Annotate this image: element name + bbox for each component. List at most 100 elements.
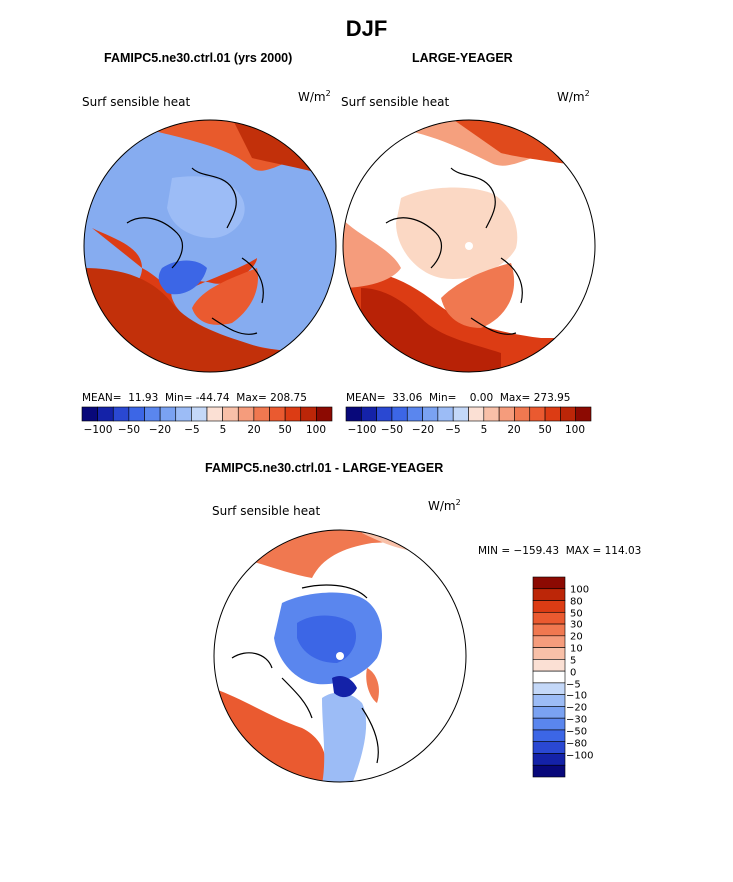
panel2-tick: 20 [507, 424, 521, 436]
colorbar-swatch [532, 717, 566, 731]
panel3-tick: −30 [566, 714, 588, 726]
panel3-tick: −100 [566, 750, 594, 762]
colorbar-swatch [544, 406, 561, 422]
panel3-tick: −5 [566, 679, 581, 691]
colorbar-swatch [269, 406, 286, 422]
panel3-polar-map [213, 529, 467, 783]
panel1-tick: 100 [305, 424, 327, 436]
colorbar-swatch [237, 406, 255, 422]
colorbar-swatch [361, 406, 377, 422]
colorbar-swatch [191, 406, 208, 422]
panel1-coastlines [126, 167, 264, 335]
colorbar-swatch [532, 611, 566, 625]
panel2-tick: −100 [347, 424, 377, 436]
panel2-stats: MEAN= 33.06 Min= 0.00 Max= 273.95 [346, 392, 571, 404]
panel3-coastlines [231, 584, 379, 764]
panel2-variable-label: Surf sensible heat [341, 95, 450, 109]
panel3-tick: 100 [570, 584, 590, 596]
panel3-stats: MIN = −159.43 MAX = 114.03 [478, 545, 642, 557]
panel2-colorbar [345, 406, 592, 422]
panel3-tick: 10 [570, 643, 583, 655]
colorbar-swatch [514, 406, 531, 422]
colorbar-swatch [159, 406, 177, 422]
colorbar-swatch [532, 647, 566, 660]
colorbar-swatch [406, 406, 423, 422]
colorbar-swatch [532, 729, 566, 743]
panel3-tick: 50 [570, 608, 583, 620]
panel3-deep-cool-spot [332, 676, 357, 698]
panel1-tick: −50 [117, 424, 141, 436]
colorbar-swatch [437, 406, 454, 422]
panel1-tick: −100 [83, 424, 113, 436]
panel3-colorbar [532, 576, 566, 778]
colorbar-swatch [532, 659, 566, 672]
panel1-tick: 20 [247, 424, 261, 436]
colorbar-swatch [422, 406, 439, 422]
colorbar-swatch [560, 406, 576, 422]
panel2-units-label: W/m2 [557, 89, 590, 104]
colorbar-swatch [144, 406, 161, 422]
panel2-warm-labrador [343, 218, 401, 288]
panel2-tick: 5 [480, 424, 488, 436]
panel1-polar-map [83, 119, 337, 373]
panel3-tick: 0 [570, 667, 577, 679]
colorbar-swatch [452, 406, 469, 422]
colorbar-swatch [206, 406, 223, 422]
colorbar-swatch [391, 406, 408, 422]
colorbar-swatch [253, 406, 270, 422]
panel2-tick: −50 [380, 424, 404, 436]
panel3-tick: −10 [566, 690, 588, 702]
colorbar-swatch [532, 741, 566, 754]
colorbar-swatch [575, 406, 592, 422]
colorbar-swatch [532, 753, 566, 766]
panel3-tick: −80 [566, 738, 588, 750]
panel3-cool-arctic-deep [297, 615, 357, 663]
colorbar-swatch [468, 406, 485, 422]
panel1-cool-greenland [158, 260, 207, 295]
colorbar-swatch [222, 406, 239, 422]
panel3-units-label: W/m2 [428, 498, 461, 513]
panel1-title: FAMIPC5.ne30.ctrl.01 (yrs 2000) [104, 51, 293, 65]
panel1-colorbar [81, 406, 333, 422]
panel1-colorbar-ticks: −100 −50 −20 −5 5 20 50 100 [82, 424, 332, 438]
colorbar-swatch [532, 670, 566, 684]
colorbar-swatch [112, 406, 130, 422]
colorbar-swatch [532, 623, 566, 637]
panel1-tick: −20 [148, 424, 172, 436]
panel3-tick: −20 [566, 702, 588, 714]
panel2-coastlines [385, 167, 523, 335]
colorbar-swatch [175, 406, 192, 422]
panel3-tick: 30 [570, 619, 583, 631]
colorbar-swatch [345, 406, 362, 422]
panel2-pole-marker [465, 242, 473, 250]
panel3-warm-spot [366, 668, 379, 703]
panel3-colorbar-ticks: 100 80 50 30 20 10 5 0 −5 −10 −20 −30 −5… [566, 577, 630, 777]
panel2-colorbar-ticks: −100 −50 −20 −5 5 20 50 100 [346, 424, 591, 438]
colorbar-swatch [532, 635, 566, 648]
colorbar-swatch [532, 764, 566, 778]
panel2-tick: 100 [564, 424, 586, 436]
colorbar-swatch [532, 600, 566, 613]
panel2-tick: 50 [538, 424, 552, 436]
colorbar-swatch [376, 406, 393, 422]
colorbar-swatch [316, 406, 333, 422]
colorbar-swatch [532, 706, 566, 719]
panel1-warm-norway [192, 268, 258, 325]
colorbar-swatch [498, 406, 515, 422]
panel1-tick: 50 [278, 424, 292, 436]
panel3-tick: −50 [566, 726, 588, 738]
panel3-pole-marker [336, 652, 344, 660]
colorbar-swatch [532, 682, 566, 695]
colorbar-swatch [300, 406, 317, 422]
panel3-cool-norway [322, 692, 367, 782]
panel3-title: FAMIPC5.ne30.ctrl.01 - LARGE-YEAGER [205, 461, 444, 475]
panel1-units-label: W/m2 [298, 89, 331, 104]
panel1-variable-label: Surf sensible heat [82, 95, 191, 109]
panel3-tick: 80 [570, 596, 583, 608]
figure-title: DJF [345, 16, 388, 41]
panel2-light-warm-arctic [396, 187, 518, 279]
panel3-tick: 20 [570, 631, 583, 643]
panel3-variable-label: Surf sensible heat [212, 504, 321, 518]
colorbar-swatch [284, 406, 302, 422]
colorbar-swatch [532, 576, 566, 590]
